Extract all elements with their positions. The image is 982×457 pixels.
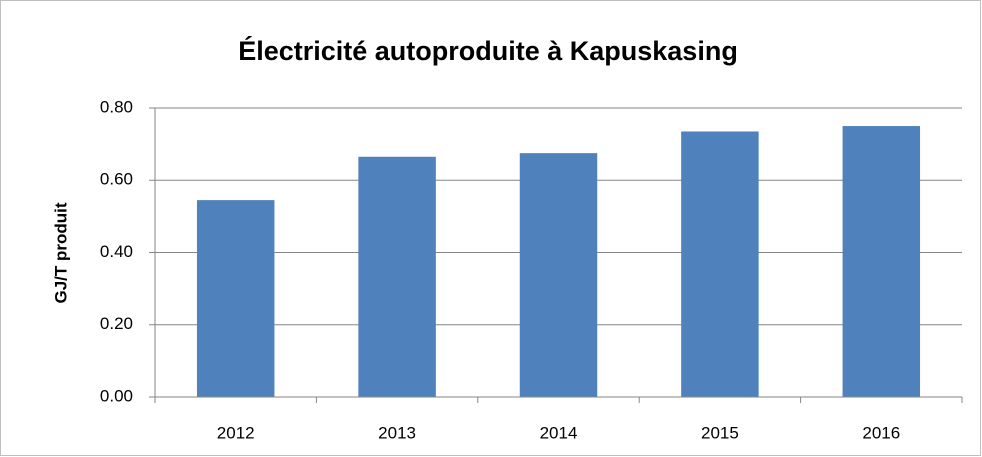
bar [842,126,921,397]
x-tick-label: 2014 [540,423,578,442]
chart-title: Électricité autoproduite à Kapuskasing [238,35,738,66]
bar [196,200,275,397]
bar [519,153,598,397]
y-tick-label: 0.40 [100,242,133,261]
y-tick-label: 0.80 [100,97,133,116]
x-tick-label: 2012 [217,423,255,442]
x-tick-label: 2016 [862,423,900,442]
y-tick-label: 0.60 [100,170,133,189]
y-axis-label: GJ/T produit [51,202,70,303]
x-tick-label: 2015 [701,423,739,442]
y-tick-label: 0.00 [100,386,133,405]
bar [681,131,759,397]
x-tick-label: 2013 [378,423,416,442]
y-tick-label: 0.20 [100,314,133,333]
bar [358,156,436,397]
